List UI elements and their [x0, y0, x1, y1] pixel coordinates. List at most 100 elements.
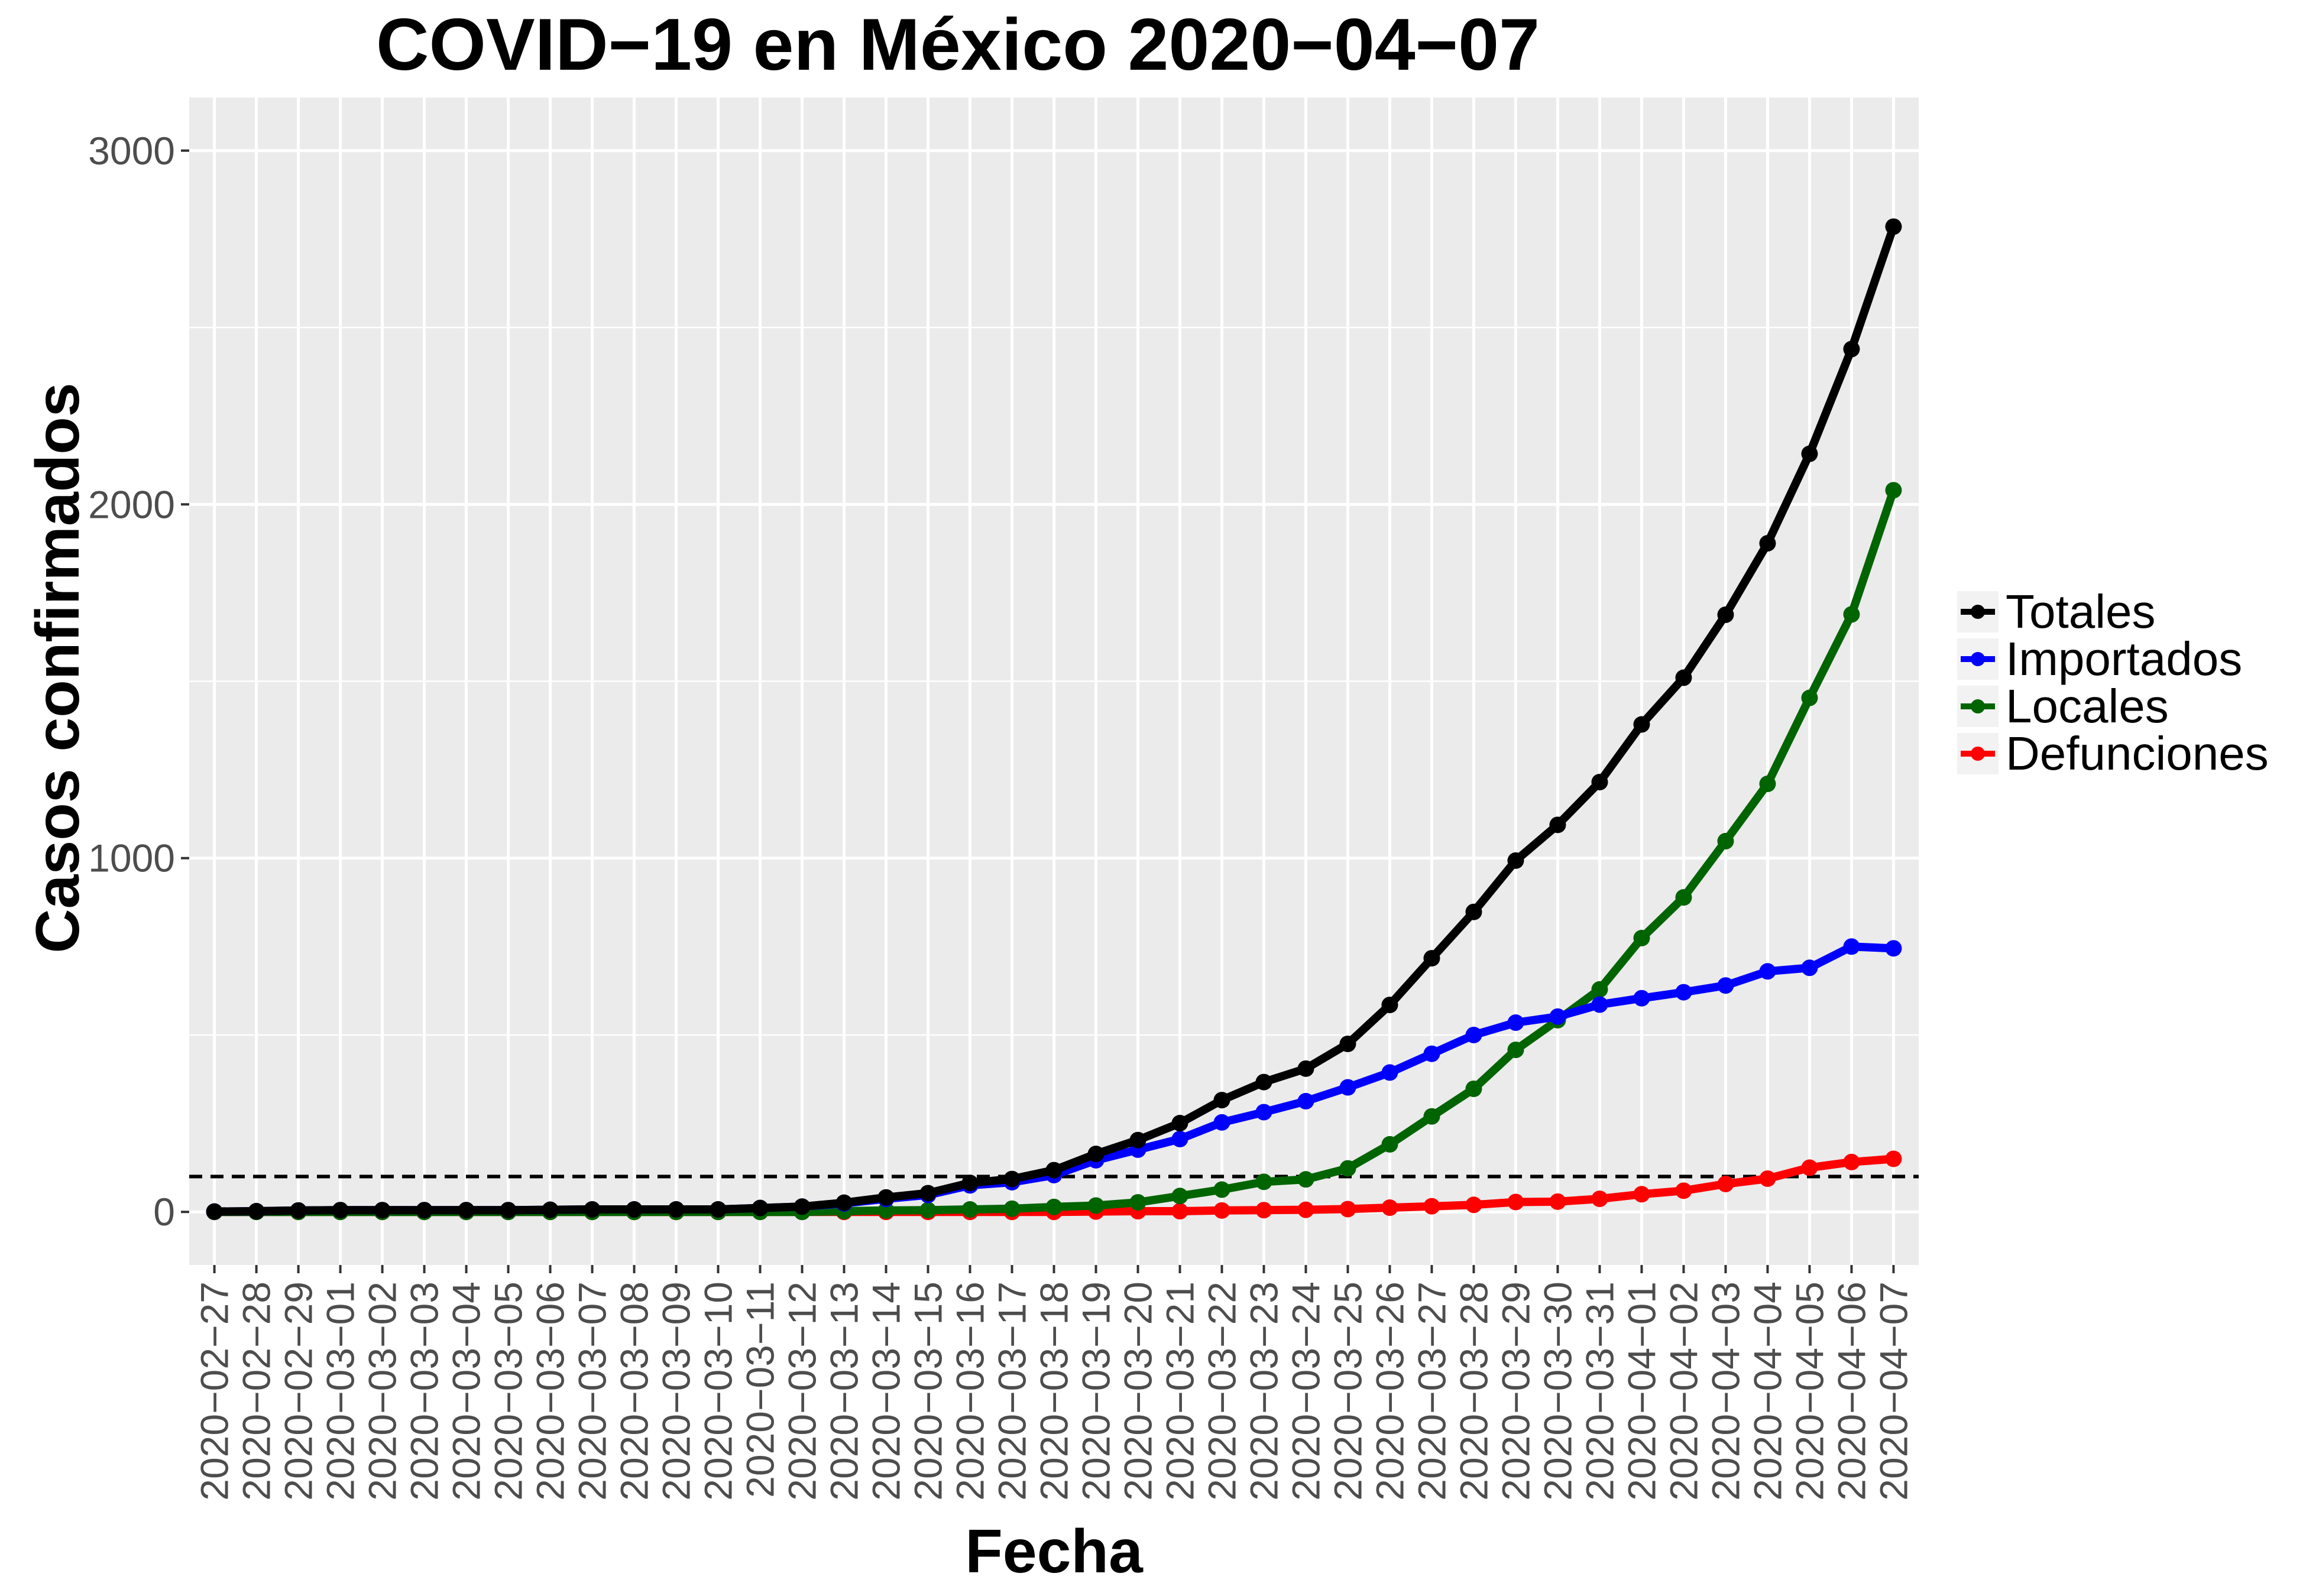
data-point	[1675, 669, 1692, 686]
data-point	[961, 1201, 979, 1218]
data-point	[1087, 1146, 1105, 1163]
data-point	[710, 1201, 727, 1218]
data-point	[1801, 445, 1818, 462]
data-point	[1507, 1193, 1524, 1211]
data-point	[1507, 1042, 1524, 1059]
data-point	[1591, 1190, 1608, 1208]
x-tick-label: 2020−02−27	[193, 1282, 237, 1501]
x-axis-label: Fecha	[965, 1517, 1143, 1586]
x-tick-label: 2020−03−17	[990, 1282, 1034, 1501]
x-tick-label: 2020−03−06	[529, 1282, 572, 1501]
data-point	[1171, 1130, 1188, 1147]
data-point	[290, 1202, 307, 1219]
x-tick-label: 2020−03−03	[403, 1282, 446, 1501]
x-tick-label: 2020−04−05	[1787, 1282, 1831, 1501]
y-tick-label: 1000	[88, 836, 175, 880]
legend-key-dot	[1971, 652, 1985, 666]
data-point	[1213, 1181, 1230, 1198]
x-tick-label: 2020−03−30	[1536, 1282, 1579, 1501]
data-point	[1591, 996, 1608, 1013]
legend-key-dot	[1971, 699, 1985, 713]
data-point	[1843, 340, 1860, 358]
x-tick-label: 2020−03−14	[864, 1282, 908, 1501]
y-tick-label: 3000	[88, 129, 175, 173]
x-tick-label: 2020−03−16	[948, 1282, 992, 1501]
data-point	[1801, 959, 1818, 977]
legend: Totales Importados Locales Defunciones	[1951, 588, 2300, 777]
x-tick-label: 2020−03−26	[1368, 1282, 1411, 1501]
legend-key-dot	[1971, 747, 1985, 761]
data-point	[1171, 1115, 1188, 1132]
data-point	[1339, 1160, 1356, 1177]
data-point	[1003, 1170, 1021, 1188]
legend-key-dot	[1971, 605, 1985, 619]
data-point	[961, 1175, 979, 1192]
data-point	[1843, 606, 1860, 623]
data-point	[877, 1202, 895, 1219]
x-tick-label: 2020−03−19	[1074, 1282, 1118, 1501]
data-point	[1003, 1200, 1021, 1217]
data-point	[1633, 716, 1650, 733]
legend-key	[1957, 638, 1999, 680]
data-point	[1633, 930, 1650, 946]
data-point	[752, 1199, 769, 1217]
x-tick-label: 2020−03−05	[487, 1282, 530, 1501]
data-point	[1297, 1092, 1314, 1110]
data-point	[919, 1185, 937, 1202]
data-point	[877, 1189, 895, 1206]
data-point	[1339, 1035, 1356, 1052]
x-tick-label: 2020−03−10	[697, 1282, 740, 1501]
data-point	[1381, 1136, 1398, 1153]
x-tick-label: 2020−03−01	[319, 1282, 362, 1501]
legend-label: Importados	[2006, 632, 2243, 685]
x-tick-label: 2020−04−03	[1703, 1282, 1747, 1501]
data-point	[584, 1201, 601, 1218]
data-point	[374, 1202, 391, 1219]
data-point	[1885, 940, 1902, 957]
data-point	[1759, 1170, 1776, 1187]
series-totales	[206, 218, 1902, 1220]
data-point	[1801, 689, 1818, 706]
data-point	[1297, 1060, 1314, 1077]
y-axis-label: Casos confirmados	[24, 382, 92, 953]
legend-key	[1957, 591, 1999, 632]
data-point	[1423, 1108, 1440, 1125]
data-point	[1717, 977, 1734, 994]
chart-title: COVID−19 en México 2020−04−07	[375, 4, 1540, 86]
data-point	[1633, 1186, 1650, 1203]
x-tick-label: 2020−04−02	[1662, 1282, 1705, 1501]
x-tick-label: 2020−03−02	[361, 1282, 404, 1501]
x-tick-label: 2020−02−29	[277, 1282, 320, 1501]
x-tick-label: 2020−03−08	[613, 1282, 656, 1501]
data-point	[1465, 903, 1482, 920]
data-point	[1213, 1114, 1230, 1131]
legend-item: Importados	[1951, 635, 2300, 683]
data-point	[1255, 1073, 1272, 1091]
major-gridlines-x	[213, 98, 1895, 1265]
x-tick-label: 2020−04−01	[1620, 1282, 1663, 1501]
data-point	[1045, 1162, 1063, 1179]
legend-key	[1957, 686, 1999, 727]
data-point	[458, 1202, 475, 1219]
legend-item: Totales	[1951, 588, 2300, 635]
x-tick-label: 2020−03−23	[1242, 1282, 1285, 1501]
data-point	[1507, 1014, 1524, 1031]
data-point	[1297, 1201, 1314, 1218]
data-point	[1465, 1026, 1482, 1043]
y-tick-label: 0	[153, 1190, 175, 1234]
data-point	[1213, 1092, 1230, 1109]
x-tick-label: 2020−03−24	[1284, 1282, 1327, 1501]
data-point	[1675, 1182, 1692, 1199]
x-tick-label: 2020−02−28	[235, 1282, 278, 1501]
data-point	[1759, 776, 1776, 793]
x-tick-label: 2020−03−20	[1116, 1282, 1160, 1501]
data-point	[1591, 981, 1608, 998]
data-point	[1171, 1203, 1188, 1220]
data-point	[542, 1201, 559, 1218]
data-point	[1213, 1202, 1230, 1219]
data-point	[1255, 1104, 1272, 1121]
x-tick-label: 2020−03−04	[445, 1282, 488, 1501]
x-tick-label: 2020−03−07	[571, 1282, 614, 1501]
data-point	[1885, 1150, 1902, 1167]
